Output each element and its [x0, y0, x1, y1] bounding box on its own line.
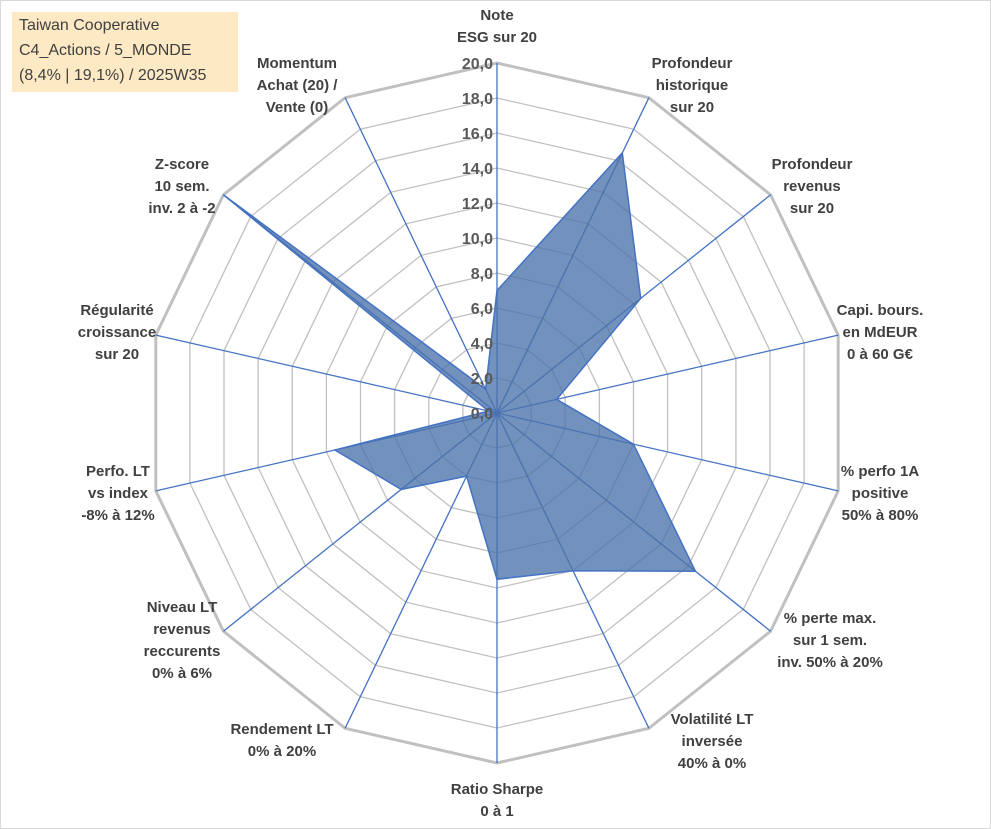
axis-label-1-line-1: Note [480, 7, 513, 24]
axis-label-14-line-1: Momentum [257, 55, 337, 72]
axis-label-3-line-1: Profondeur [772, 156, 853, 173]
axis-spoke-14 [344, 97, 498, 414]
tick-label-5: 10,0 [462, 231, 493, 248]
axis-label-8-line-2: 0 à 1 [480, 803, 513, 820]
axis-label-4-line-1: Capi. bours. [837, 302, 924, 319]
axis-label-5-line-2: positive [852, 485, 909, 502]
radar-tick-labels: 0,0 2,0 4,0 6,0 8,0 10,0 12,0 14,0 16,0 18,0 20,0 [462, 56, 493, 423]
tick-label-6: 12,0 [462, 196, 493, 213]
axis-label-10-line-2: revenus [153, 621, 211, 638]
title-line-1: Taiwan Cooperative [19, 17, 160, 34]
axis-label-12-line-1: Régularité [80, 302, 153, 319]
tick-label-2: 4,0 [471, 336, 493, 353]
tick-label-10: 20,0 [462, 56, 493, 73]
axis-label-13-line-3: inv. 2 à -2 [148, 200, 215, 217]
tick-label-0: 0,0 [471, 406, 493, 423]
axis-label-6-line-3: inv. 50% à 20% [777, 654, 883, 671]
axis-label-6-line-2: sur 1 sem. [793, 632, 867, 649]
axis-label-2-line-1: Profondeur [652, 55, 733, 72]
tick-label-3: 6,0 [471, 301, 493, 318]
tick-label-8: 16,0 [462, 126, 493, 143]
axis-label-2-line-3: sur 20 [670, 99, 714, 116]
axis-label-7-line-2: inversée [682, 733, 743, 750]
axis-label-1-line-2: ESG sur 20 [457, 29, 537, 46]
tick-label-9: 18,0 [462, 91, 493, 108]
axis-label-10-line-3: reccurents [144, 643, 221, 660]
axis-spoke-12 [155, 334, 498, 414]
axis-label-13-line-2: 10 sem. [154, 178, 209, 195]
axis-label-2-line-2: historique [656, 77, 729, 94]
axis-label-7-line-3: 40% à 0% [678, 755, 746, 772]
series-area [222, 151, 697, 581]
axis-label-12-line-3: sur 20 [95, 346, 139, 363]
axis-label-9-line-1: Rendement LT [230, 721, 333, 738]
axis-label-11-line-3: -8% à 12% [81, 507, 154, 524]
axis-label-14-line-3: Vente (0) [266, 99, 329, 116]
axis-label-10-line-1: Niveau LT [147, 599, 218, 616]
axis-label-13-line-1: Z-score [155, 156, 209, 173]
axis-label-12-line-2: croissance [78, 324, 156, 341]
axis-label-3-line-2: revenus [783, 178, 841, 195]
title-line-2: C4_Actions / 5_MONDE [19, 42, 192, 59]
tick-label-1: 2,0 [471, 371, 493, 388]
axis-label-9-line-2: 0% à 20% [248, 743, 316, 760]
axis-label-14-line-2: Achat (20) / [257, 77, 339, 94]
axis-label-5-line-3: 50% à 80% [842, 507, 919, 524]
axis-label-8-line-1: Ratio Sharpe [451, 781, 544, 798]
axis-label-5-line-1: % perfo 1A [841, 463, 920, 480]
axis-label-3-line-3: sur 20 [790, 200, 834, 217]
title-line-3: (8,4% | 19,1%) / 2025W35 [19, 67, 207, 84]
axis-label-10-line-4: 0% à 6% [152, 665, 212, 682]
chart-title-box: Taiwan Cooperative C4_Actions / 5_MONDE … [12, 12, 238, 92]
axis-label-4-line-2: en MdEUR [843, 324, 918, 341]
axis-label-11-line-2: vs index [88, 485, 149, 502]
axis-label-11-line-1: Perfo. LT [86, 463, 150, 480]
axis-label-4-line-3: 0 à 60 G€ [847, 346, 914, 363]
axis-label-6-line-1: % perte max. [784, 610, 877, 627]
radar-axis-labels: Note ESG sur 20 Profondeur historique sur 20… [78, 7, 924, 820]
tick-label-4: 8,0 [471, 266, 493, 283]
axis-label-7-line-1: Volatilité LT [671, 711, 754, 728]
radar-series [222, 151, 697, 581]
tick-label-7: 14,0 [462, 161, 493, 178]
